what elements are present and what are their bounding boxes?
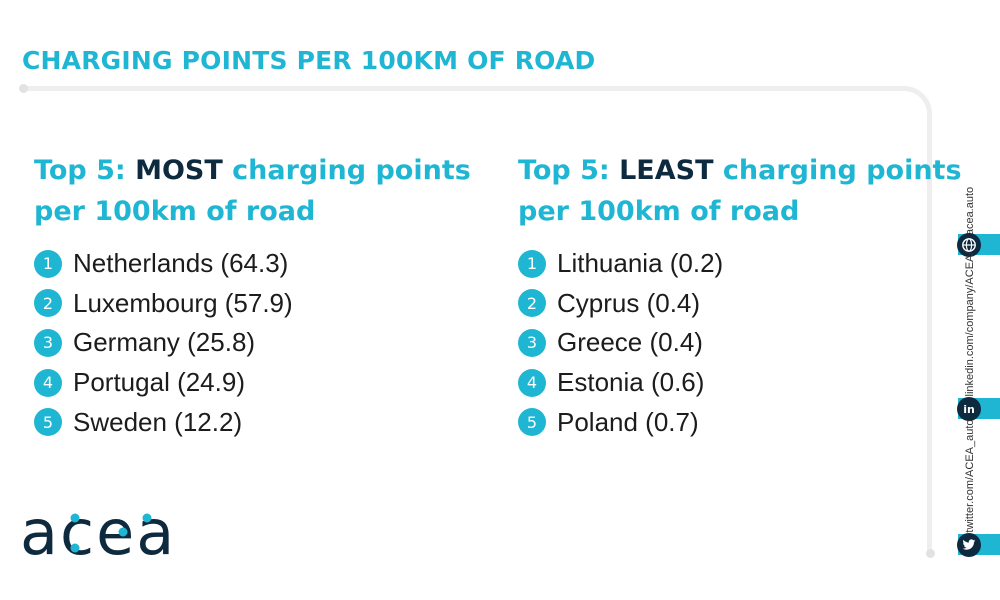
country-label: Estonia (0.6) (557, 367, 705, 398)
country-label: Luxembourg (57.9) (73, 287, 293, 318)
frame-dot-start (19, 84, 28, 93)
list-item: 4 Portugal (24.9) (34, 363, 471, 403)
rank-badge: 1 (34, 249, 62, 278)
country-label: Portugal (24.9) (73, 367, 245, 398)
list-item: 1 Netherlands (64.3) (34, 244, 471, 284)
least-section: Top 5: LEAST charging points per 100km o… (518, 150, 962, 442)
least-heading-suffix: charging points (713, 155, 962, 186)
country-label: Cyprus (0.4) (557, 287, 701, 318)
most-section: Top 5: MOST charging points per 100km of… (34, 150, 471, 442)
rank-badge: 2 (518, 289, 546, 318)
most-heading: Top 5: MOST charging points per 100km of… (34, 150, 471, 232)
list-item: 5 Sweden (12.2) (34, 402, 471, 442)
linkedin-text: linkedin.com/company/ACEA/ (964, 251, 976, 397)
rank-badge: 3 (34, 328, 62, 357)
most-heading-emphasis: MOST (135, 155, 223, 186)
twitter-text: twitter.com/ACEA_auto (964, 419, 976, 533)
least-heading-prefix: Top 5: (518, 155, 620, 186)
least-heading: Top 5: LEAST charging points per 100km o… (518, 150, 962, 232)
rank-badge: 1 (518, 249, 546, 278)
list-item: 1 Lithuania (0.2) (518, 244, 962, 284)
country-label: Sweden (12.2) (73, 406, 243, 437)
country-label: Netherlands (64.3) (73, 248, 289, 279)
page-title: CHARGING POINTS PER 100KM OF ROAD (22, 46, 596, 75)
rank-badge: 5 (518, 408, 546, 437)
list-item: 3 Germany (25.8) (34, 323, 471, 363)
least-heading-line2: per 100km of road (518, 196, 800, 227)
globe-icon[interactable] (957, 233, 981, 257)
social-sidebar: acea.auto linkedin.com/company/ACEA/ in … (940, 0, 1000, 600)
content-frame (22, 86, 932, 556)
acea-logo: acea (20, 496, 180, 569)
rank-badge: 3 (518, 328, 546, 357)
rank-badge: 4 (518, 368, 546, 397)
list-item: 4 Estonia (0.6) (518, 363, 962, 403)
country-label: Lithuania (0.2) (557, 248, 724, 279)
most-list: 1 Netherlands (64.3) 2 Luxembourg (57.9) 3… (34, 244, 471, 442)
least-list: 1 Lithuania (0.2) 2 Cyprus (0.4) 3 Greece (… (518, 244, 962, 442)
list-item: 5 Poland (0.7) (518, 402, 962, 442)
country-label: Germany (25.8) (73, 327, 256, 358)
most-heading-suffix: charging points (222, 155, 471, 186)
frame-dot-end (926, 549, 935, 558)
twitter-icon[interactable] (957, 533, 981, 557)
country-label: Greece (0.4) (557, 327, 703, 358)
rank-badge: 5 (34, 408, 62, 437)
linkedin-icon[interactable]: in (957, 397, 981, 421)
list-item: 3 Greece (0.4) (518, 323, 962, 363)
logo-text: acea (20, 500, 176, 560)
rank-badge: 2 (34, 289, 62, 318)
rank-badge: 4 (34, 368, 62, 397)
most-heading-prefix: Top 5: (34, 155, 136, 186)
least-heading-emphasis: LEAST (619, 155, 714, 186)
country-label: Poland (0.7) (557, 406, 699, 437)
acea-logo-mark: acea (20, 496, 176, 569)
most-heading-line2: per 100km of road (34, 196, 316, 227)
list-item: 2 Luxembourg (57.9) (34, 284, 471, 324)
list-item: 2 Cyprus (0.4) (518, 284, 962, 324)
